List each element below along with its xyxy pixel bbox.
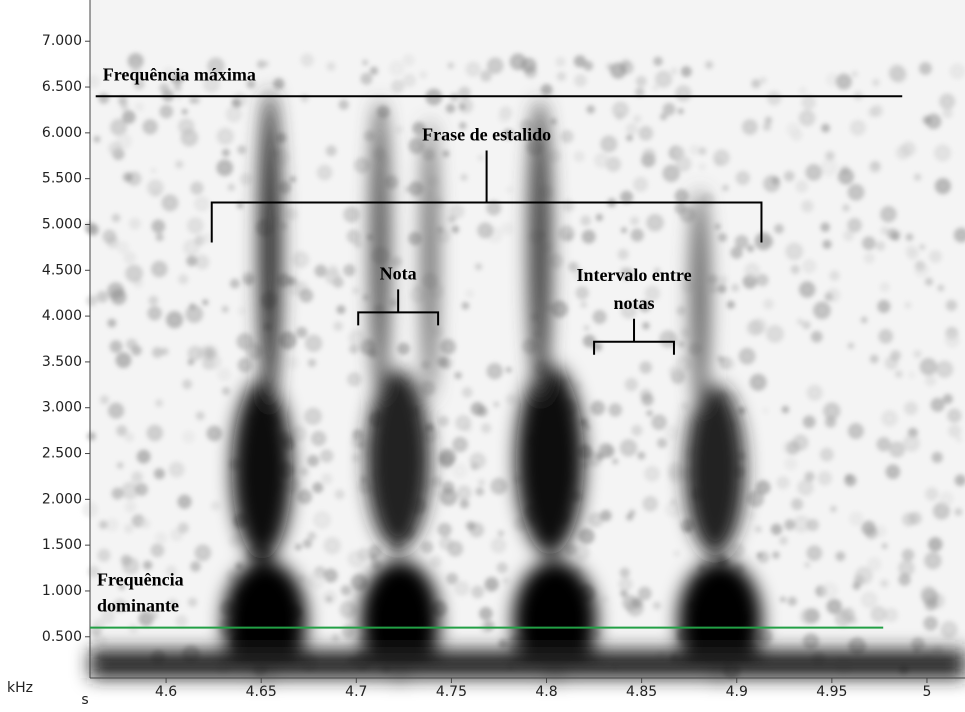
- y-tick-label: 5.000: [42, 216, 82, 232]
- annotation-label: Frequência: [97, 570, 184, 590]
- bracket: [357, 289, 440, 326]
- y-tick-label: 6.000: [42, 125, 82, 141]
- x-tick-label: 4.95: [816, 684, 847, 700]
- annotation-label: Frequência máxima: [103, 64, 256, 84]
- bracket-label: notas: [614, 293, 655, 313]
- x-tick-label: 4.65: [246, 684, 277, 700]
- x-tick-label: 4.75: [436, 684, 467, 700]
- y-tick-label: 6.500: [42, 79, 82, 95]
- y-tick-label: 2.000: [42, 491, 82, 507]
- y-tick-label: 3.500: [42, 354, 82, 370]
- y-tick-label: 0.500: [42, 629, 82, 645]
- y-tick-label: 3.000: [42, 400, 82, 416]
- x-tick-label: 4.7: [345, 684, 367, 700]
- spectrogram-notes: [90, 90, 965, 680]
- y-tick-label: 2.500: [42, 446, 82, 462]
- x-tick-label: 4.9: [726, 684, 748, 700]
- bracket-label: Frase de estalido: [422, 125, 551, 145]
- x-unit: s: [81, 692, 88, 708]
- bracket: [210, 150, 763, 243]
- y-tick-label: 5.500: [42, 171, 82, 187]
- bracket-label: Intervalo entre: [576, 265, 691, 285]
- y-tick-label: 4.000: [42, 308, 82, 324]
- y-tick-label: 7.000: [42, 33, 82, 49]
- bracket: [593, 318, 675, 355]
- y-unit: kHz: [7, 680, 33, 696]
- x-tick-label: 5: [922, 684, 931, 700]
- x-tick-label: 4.85: [626, 684, 657, 700]
- bracket-label: Nota: [380, 264, 417, 284]
- x-tick-label: 4.6: [155, 684, 177, 700]
- x-tick-label: 4.8: [535, 684, 557, 700]
- y-tick-label: 1.500: [42, 537, 82, 553]
- annotation-label: dominante: [97, 596, 179, 616]
- y-tick-label: 4.500: [42, 262, 82, 278]
- y-tick-label: 1.000: [42, 583, 82, 599]
